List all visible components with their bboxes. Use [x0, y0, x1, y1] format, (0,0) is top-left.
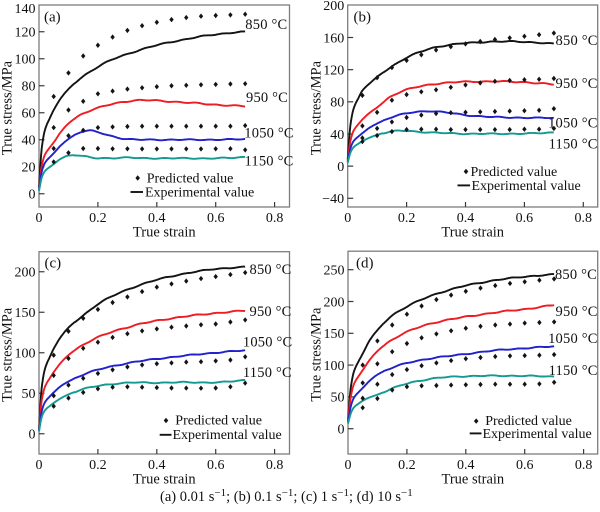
svg-text:100: 100	[324, 359, 345, 374]
svg-text:850 °C: 850 °C	[250, 262, 292, 278]
svg-text:0.8: 0.8	[575, 458, 593, 473]
svg-text:0: 0	[338, 423, 345, 438]
svg-text:200: 200	[323, 0, 344, 14]
svg-text:Experimental value: Experimental value	[472, 179, 581, 194]
svg-text:1050 °C: 1050 °C	[548, 116, 598, 132]
svg-text:0.4: 0.4	[457, 458, 475, 473]
svg-text:True stress/MPa: True stress/MPa	[0, 307, 16, 402]
svg-text:0.2: 0.2	[398, 458, 416, 473]
svg-text:80: 80	[22, 80, 36, 95]
svg-text:0.4: 0.4	[457, 211, 475, 226]
svg-text:0: 0	[36, 211, 43, 226]
svg-text:Predicted value: Predicted value	[485, 414, 572, 429]
svg-text:1050 °C: 1050 °C	[243, 335, 293, 351]
svg-text:80: 80	[330, 96, 344, 111]
svg-text:(c): (c)	[45, 255, 62, 271]
svg-text:Experimental value: Experimental value	[173, 428, 282, 443]
svg-text:100: 100	[15, 53, 36, 68]
svg-text:1150 °C: 1150 °C	[245, 154, 294, 170]
svg-text:0.2: 0.2	[398, 211, 416, 226]
svg-text:20: 20	[22, 161, 36, 176]
svg-text:850 °C: 850 °C	[555, 267, 597, 283]
svg-text:0.2: 0.2	[89, 211, 107, 226]
svg-text:120: 120	[323, 63, 344, 78]
svg-text:120: 120	[15, 26, 36, 41]
svg-text:True strain: True strain	[441, 472, 504, 488]
svg-text:0.4: 0.4	[148, 211, 166, 226]
svg-text:40: 40	[330, 128, 344, 143]
svg-text:Experimental value: Experimental value	[483, 427, 592, 442]
svg-text:0.2: 0.2	[89, 458, 107, 473]
svg-text:1150 °C: 1150 °C	[549, 363, 598, 379]
svg-text:200: 200	[324, 295, 345, 310]
svg-text:0.6: 0.6	[516, 458, 534, 473]
svg-text:950 °C: 950 °C	[246, 90, 288, 106]
svg-text:True strain: True strain	[441, 225, 504, 241]
svg-text:0: 0	[337, 160, 344, 175]
svg-text:(d): (d)	[356, 255, 374, 271]
svg-text:Predicted value: Predicted value	[471, 165, 558, 180]
svg-text:0.8: 0.8	[575, 211, 593, 226]
svg-text:50: 50	[22, 387, 36, 402]
svg-text:Predicted value: Predicted value	[175, 414, 262, 429]
svg-text:950 °C: 950 °C	[556, 76, 598, 92]
svg-text:1150 °C: 1150 °C	[243, 365, 292, 381]
svg-text:140: 140	[15, 2, 36, 17]
svg-text:0: 0	[29, 428, 36, 443]
svg-text:0: 0	[29, 188, 36, 203]
svg-text:160: 160	[323, 31, 344, 46]
svg-text:True strain: True strain	[133, 472, 196, 488]
svg-text:Predicted value: Predicted value	[147, 172, 234, 187]
svg-text:Experimental value: Experimental value	[145, 186, 254, 201]
svg-text:True stress/MPa: True stress/MPa	[309, 307, 325, 402]
svg-text:(a): (a)	[44, 10, 61, 26]
svg-text:True strain: True strain	[133, 225, 196, 241]
svg-text:850 °C: 850 °C	[245, 17, 287, 33]
svg-text:True stress/MPa: True stress/MPa	[309, 60, 325, 155]
svg-text:850 °C: 850 °C	[556, 33, 598, 49]
svg-text:950 °C: 950 °C	[556, 304, 598, 320]
svg-text:50: 50	[331, 391, 345, 406]
svg-text:0.8: 0.8	[266, 458, 284, 473]
svg-text:0.4: 0.4	[148, 458, 166, 473]
svg-text:40: 40	[22, 134, 36, 149]
svg-text:0.6: 0.6	[207, 211, 225, 226]
svg-text:0.8: 0.8	[266, 211, 284, 226]
svg-text:True stress/MPa: True stress/MPa	[0, 60, 16, 155]
svg-text:−40: −40	[322, 192, 344, 207]
svg-text:0: 0	[36, 458, 43, 473]
svg-text:60: 60	[22, 107, 36, 122]
svg-text:0.6: 0.6	[207, 458, 225, 473]
svg-text:950 °C: 950 °C	[250, 304, 292, 320]
svg-text:(a) 0.01 s−1; (b) 0.1 s−1; (c: (a) 0.01 s−1; (b) 0.1 s−1; (c) 1 s−1; (d…	[160, 487, 413, 505]
svg-text:150: 150	[15, 306, 36, 321]
svg-text:200: 200	[15, 266, 36, 281]
svg-text:1150 °C: 1150 °C	[549, 137, 598, 153]
svg-text:100: 100	[15, 347, 36, 362]
svg-text:(b): (b)	[354, 10, 372, 26]
svg-text:1050 °C: 1050 °C	[548, 331, 598, 347]
svg-text:1050 °C: 1050 °C	[244, 126, 293, 142]
svg-text:0: 0	[344, 211, 351, 226]
svg-text:0: 0	[345, 458, 352, 473]
svg-text:250: 250	[324, 264, 345, 279]
svg-text:150: 150	[324, 327, 345, 342]
svg-text:0.6: 0.6	[516, 211, 534, 226]
